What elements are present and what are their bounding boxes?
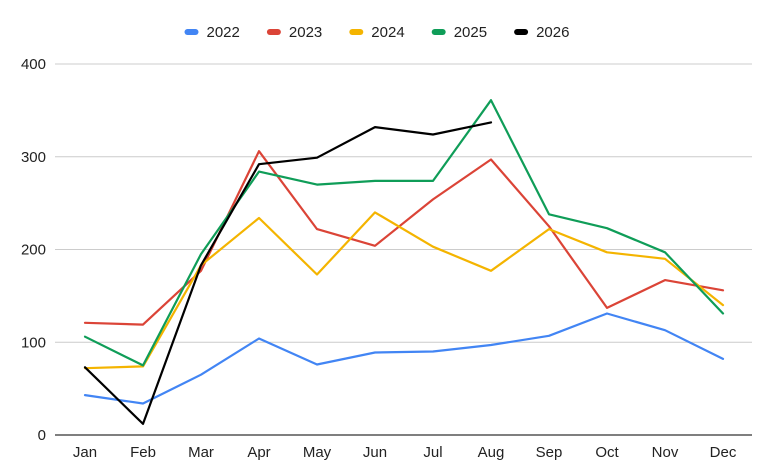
legend-label: 2022 — [207, 24, 240, 41]
legend-label: 2023 — [289, 24, 322, 41]
legend-label: 2026 — [536, 24, 569, 41]
legend-label: 2024 — [371, 24, 404, 41]
legend-swatch — [514, 29, 529, 35]
x-tick-label: Apr — [247, 444, 270, 461]
series-line-2024 — [83, 211, 725, 370]
y-tick-label: 100 — [21, 334, 46, 351]
x-tick-label: Jul — [423, 444, 442, 461]
y-tick-label: 300 — [21, 149, 46, 166]
legend[interactable]: 2022 2023 2024 2025 2026 — [184, 24, 570, 41]
y-tick-label: 400 — [21, 56, 46, 73]
legend-swatch — [431, 29, 446, 35]
series-line-2026 — [83, 121, 493, 425]
x-tick-label: Jan — [73, 444, 97, 461]
x-tick-label: Oct — [595, 444, 619, 461]
y-tick-label: 200 — [21, 242, 46, 259]
legend-swatch — [184, 29, 199, 35]
x-tick-label: Feb — [130, 444, 156, 461]
x-tick-label: Aug — [478, 444, 505, 461]
series-line-2022 — [83, 312, 725, 405]
legend-swatch — [266, 29, 281, 35]
y-tick-label: 0 — [38, 427, 46, 444]
x-tick-label: Jun — [363, 444, 387, 461]
gridlines — [55, 63, 752, 436]
series-line-2023 — [83, 150, 725, 326]
x-tick-label: May — [303, 444, 332, 461]
legend-item-2023[interactable]: 2023 — [266, 24, 322, 41]
x-tick-label: Mar — [188, 444, 214, 461]
legend-item-2022[interactable]: 2022 — [184, 24, 240, 41]
x-tick-label: Dec — [710, 444, 737, 461]
x-tick-label: Nov — [652, 444, 679, 461]
legend-item-2025[interactable]: 2025 — [431, 24, 487, 41]
legend-item-2026[interactable]: 2026 — [514, 24, 569, 41]
series-line-2025 — [83, 99, 725, 367]
axes: 0 100 200 300 400 Jan Feb Mar Apr May Jun Jul Aug Sep… — [21, 56, 737, 461]
legend-swatch — [349, 29, 364, 35]
legend-item-2024[interactable]: 2024 — [349, 24, 405, 41]
series-lines — [83, 99, 725, 425]
x-tick-label: Sep — [536, 444, 563, 461]
legend-label: 2025 — [454, 24, 487, 41]
